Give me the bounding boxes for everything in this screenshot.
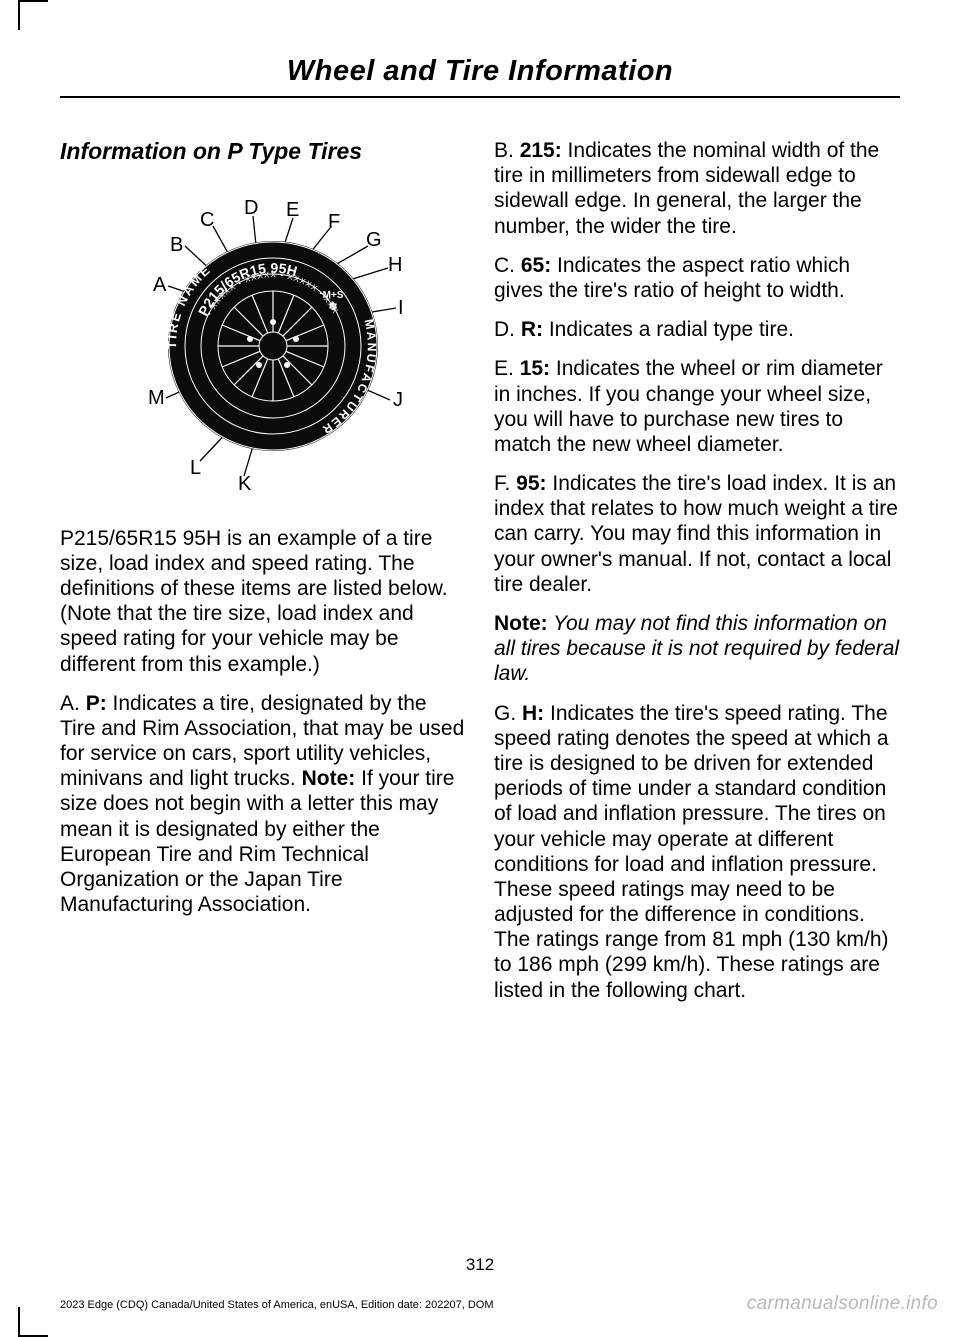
fig-label-H: H [388, 254, 402, 276]
note-block: Note: You may not find this information … [494, 611, 900, 687]
svg-text:M+S: M+S [323, 290, 344, 301]
item-E: E. 15: Indicates the wheel or rim diamet… [494, 356, 900, 457]
item-F: F. 95: Indicates the tire's load index. … [494, 471, 900, 597]
tire-diagram: A B C D E F G H I J K L M [98, 186, 428, 506]
footer-watermark: carmanualsonline.info [747, 1293, 938, 1315]
a-lead: A. [60, 692, 86, 715]
fig-label-M: M [148, 387, 165, 409]
item-A: A. P: Indicates a tire, designated by th… [60, 691, 466, 918]
footer-left: 2023 Edge (CDQ) Canada/United States of … [60, 1299, 494, 1311]
fig-label-B: B [170, 234, 183, 256]
item-D: D. R: Indicates a radial type tire. [494, 317, 900, 342]
fig-label-K: K [238, 473, 252, 495]
item-B: B. 215: Indicates the nominal width of t… [494, 138, 900, 239]
fig-label-L: L [190, 457, 201, 479]
right-column: B. 215: Indicates the nominal width of t… [494, 138, 900, 1017]
a-bold: P: [86, 692, 107, 715]
page-container: Wheel and Tire Information Information o… [0, 0, 960, 1337]
svg-text:❄: ❄ [328, 301, 337, 313]
fig-label-F: F [328, 211, 340, 233]
fig-label-D: D [244, 197, 258, 219]
fig-label-J: J [393, 389, 403, 411]
fig-label-C: C [200, 209, 214, 231]
page-number: 312 [0, 1255, 960, 1275]
item-C: C. 65: Indicates the aspect ratio which … [494, 253, 900, 303]
a-note: Note: [302, 767, 356, 790]
fig-label-G: G [366, 229, 382, 251]
fig-label-A: A [153, 274, 167, 296]
page-title: Wheel and Tire Information [60, 55, 900, 88]
intro-paragraph: P215/65R15 95H is an example of a tire s… [60, 526, 466, 677]
section-title: Information on P Type Tires [60, 138, 466, 166]
header-rule [60, 96, 900, 98]
item-G: G. H: Indicates the tire's speed rating.… [494, 701, 900, 1003]
fig-label-E: E [286, 199, 299, 221]
fig-label-I: I [398, 297, 404, 319]
columns: Information on P Type Tires A B C D E F … [60, 138, 900, 1017]
left-column: Information on P Type Tires A B C D E F … [60, 138, 466, 1017]
